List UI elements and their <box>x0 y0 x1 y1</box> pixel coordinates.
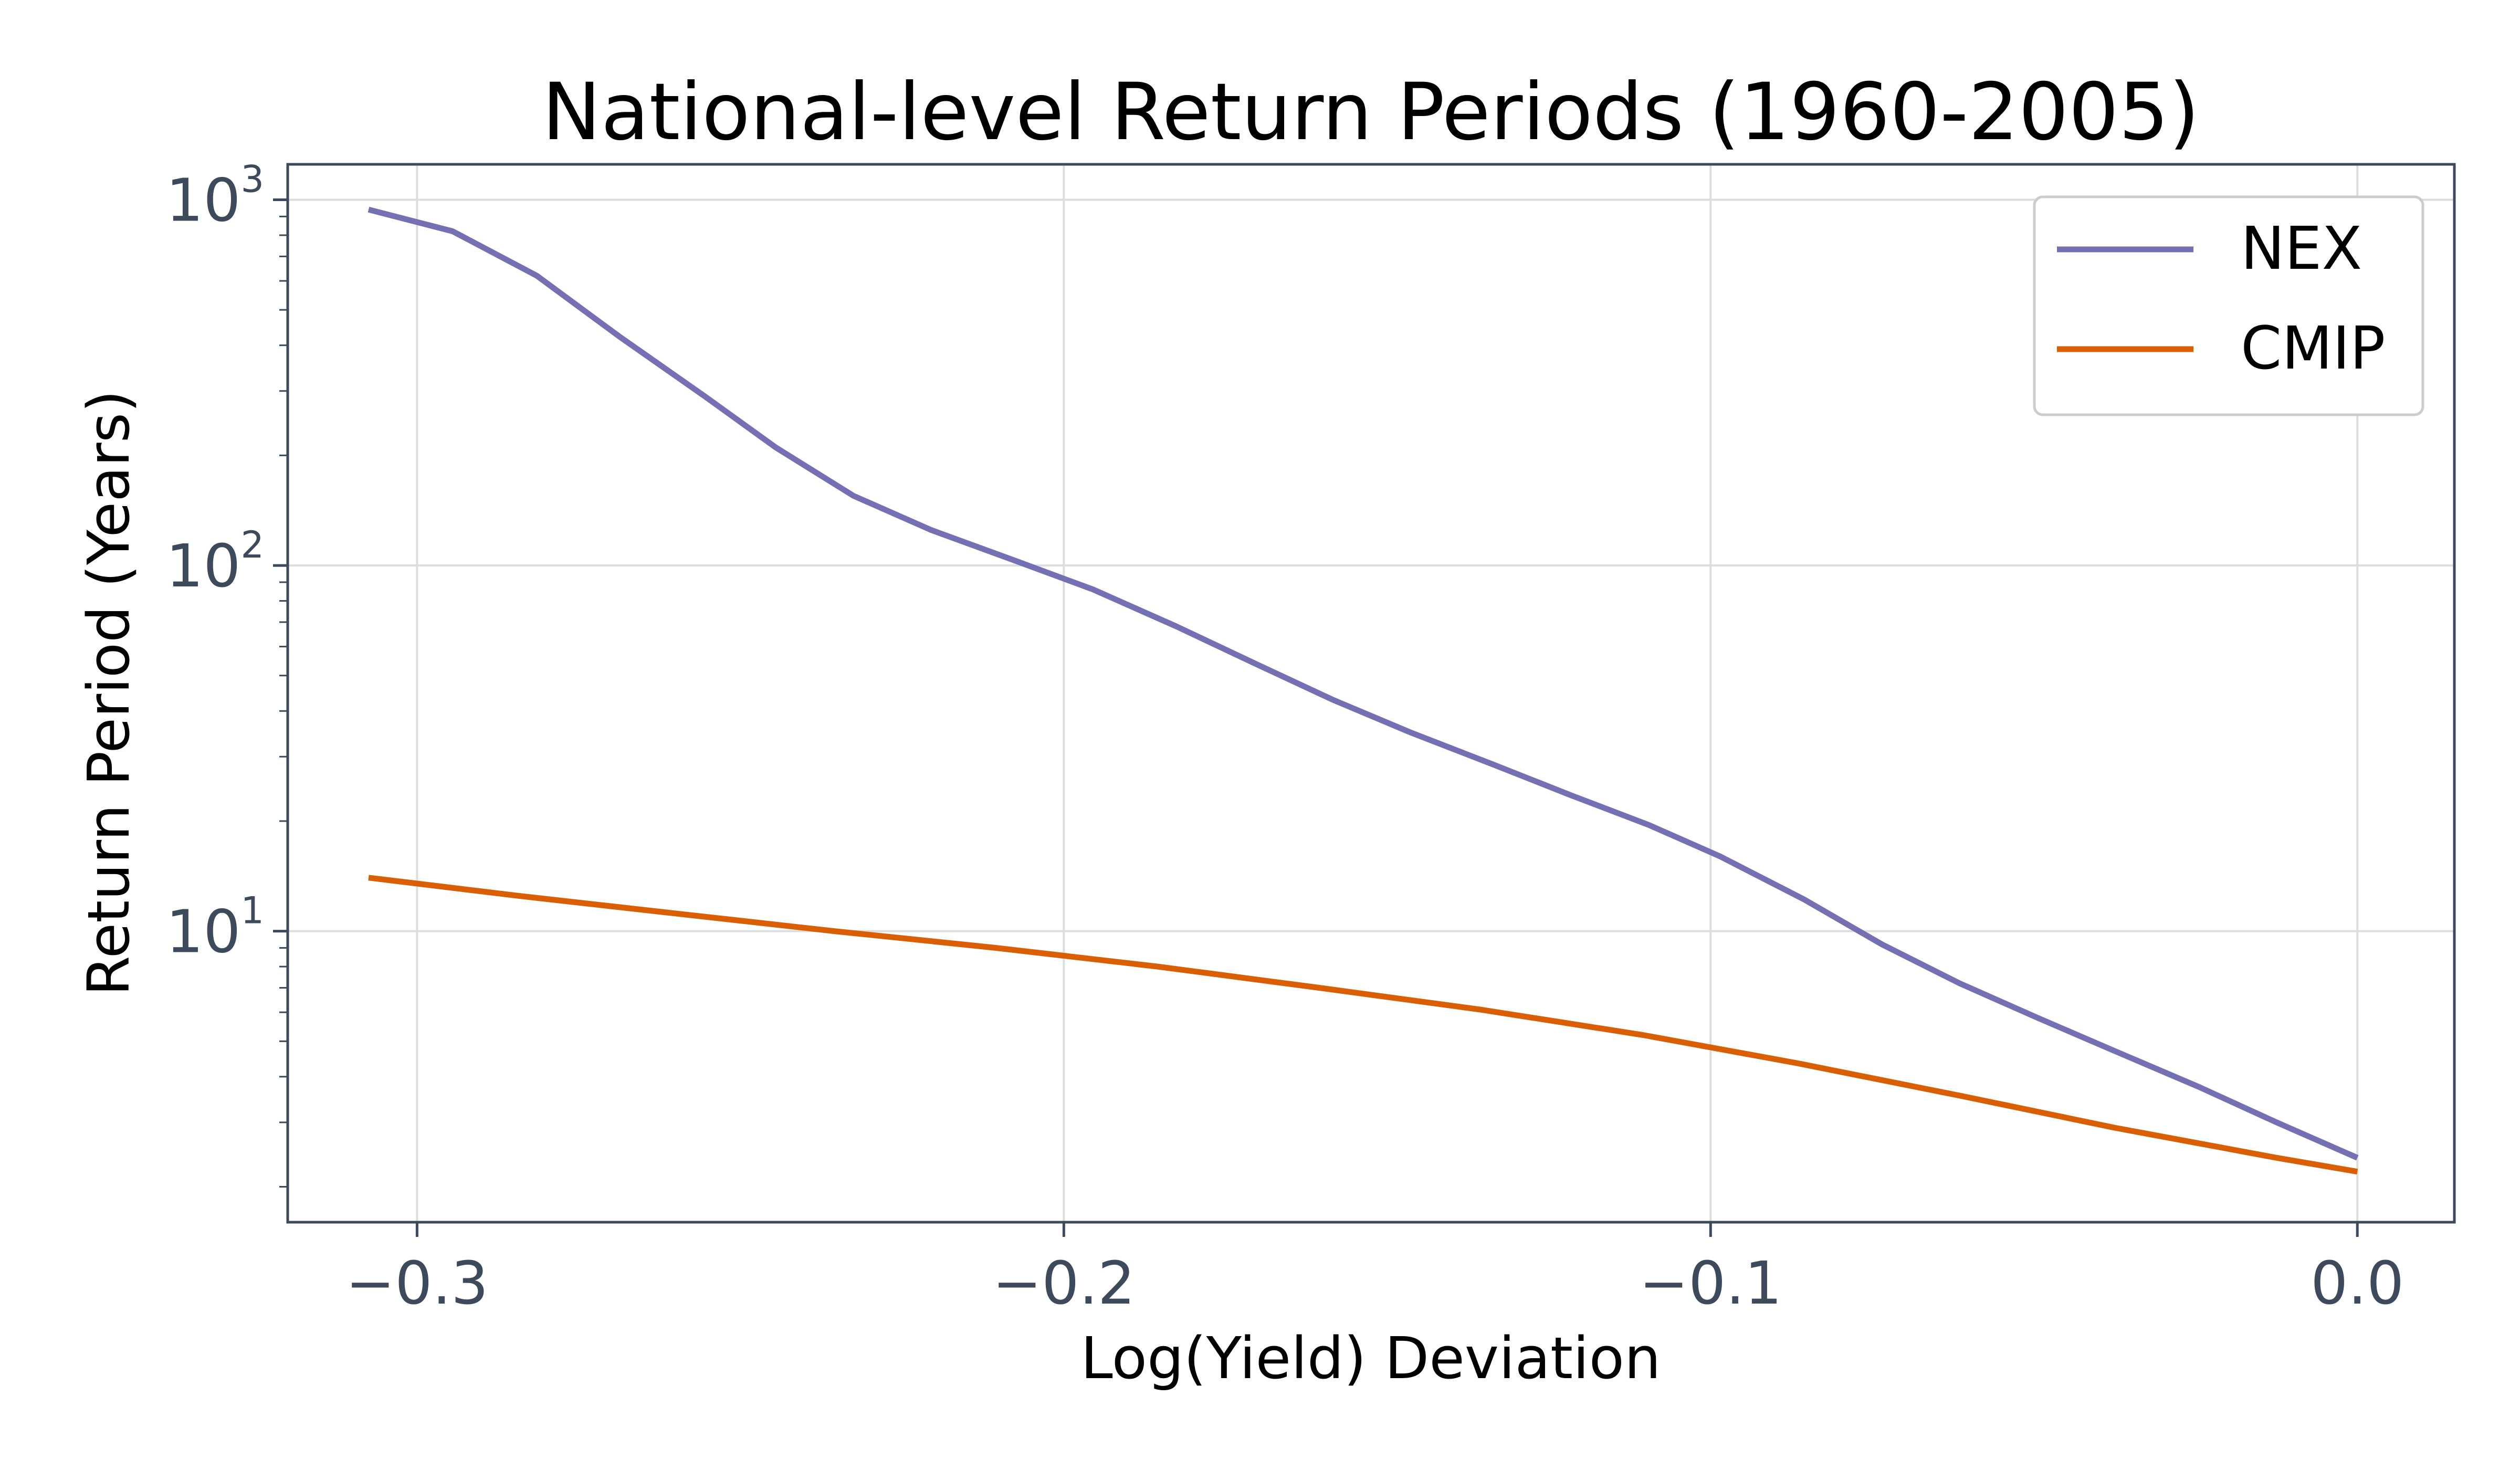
x-axis-label: Log(Yield) Deviation <box>1080 1325 1661 1392</box>
y-tick-label: 103 <box>166 158 264 235</box>
y-tick-label: 101 <box>166 889 264 967</box>
y-tick-base: 10 <box>166 898 241 967</box>
series-line-cmip <box>368 875 2358 1175</box>
y-tick-exponent: 3 <box>240 158 264 201</box>
plot-area <box>368 206 2359 1175</box>
legend-label-cmip: CMIP <box>2241 314 2385 383</box>
y-tick-base: 10 <box>166 167 241 235</box>
series-line-nex <box>368 206 2359 1161</box>
y-tick-exponent: 1 <box>240 889 264 932</box>
x-tick-label: −0.3 <box>345 1250 488 1318</box>
legend: NEX CMIP <box>2033 195 2424 416</box>
x-tick-label: −0.2 <box>992 1250 1135 1318</box>
y-tick-label: 102 <box>166 523 264 601</box>
legend-label-nex: NEX <box>2241 215 2362 283</box>
y-tick-exponent: 2 <box>240 523 264 566</box>
y-axis-label: Return Period (Years) <box>75 390 142 996</box>
chart-title: National-level Return Periods (1960-2005… <box>542 67 2199 158</box>
plot-frame <box>286 163 2456 1224</box>
x-tick-label: −0.1 <box>1639 1250 1782 1318</box>
x-tick-label: 0.0 <box>2311 1250 2404 1318</box>
y-tick-base: 10 <box>166 532 241 601</box>
